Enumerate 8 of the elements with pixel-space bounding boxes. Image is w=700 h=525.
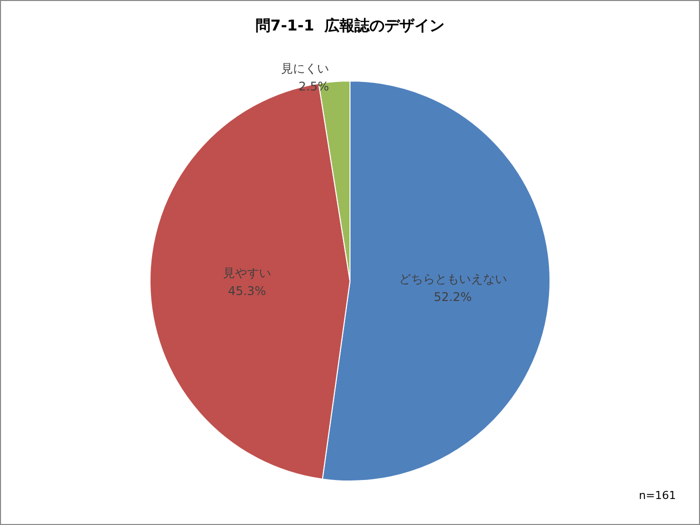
data-label: 52.2% (434, 290, 472, 304)
slice-label: 見にくい (280, 62, 329, 76)
text: n=161 (638, 489, 676, 502)
chart-title: 問7-1-1 広報誌のデザイン (255, 16, 445, 34)
data-label: 2.5% (298, 80, 329, 94)
data-label: 45.3% (228, 284, 266, 298)
slice-label: どちらともいえない (398, 272, 507, 286)
slice-label: 見やすい (223, 266, 272, 280)
